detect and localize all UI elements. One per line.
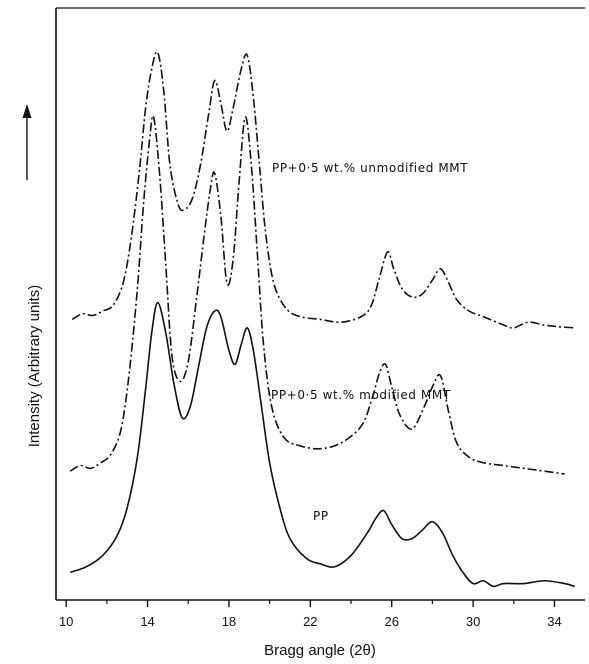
- series-line-unmodified-mmt: [71, 50, 575, 329]
- x-tick-label: 34: [547, 614, 561, 629]
- x-tick-label: 26: [384, 614, 398, 629]
- y-arrow-head-icon: [22, 104, 32, 118]
- y-axis-label: Intensity (Arbitrary units): [26, 285, 43, 448]
- x-tick-label: 30: [466, 614, 480, 629]
- x-axis-label: Bragg angle (2θ): [264, 642, 376, 659]
- series-layer: [69, 50, 576, 588]
- axes-layer: [22, 7, 585, 601]
- series-line-pp: [69, 301, 576, 588]
- labels-layer: Bragg angle (2θ) Intensity (Arbitrary un…: [26, 161, 468, 659]
- series-line-modified-mmt: [69, 114, 565, 475]
- x-tick-label: 18: [222, 614, 236, 629]
- x-tick-label: 14: [140, 614, 154, 629]
- x-tick-label: 10: [59, 614, 73, 629]
- annotation-unmodified: PP+0·5 wt.% unmodified MMT: [272, 161, 468, 175]
- annotation-pp: PP: [313, 509, 329, 523]
- x-tick-label: 22: [303, 614, 317, 629]
- annotation-modified: PP+0·5 wt.% modified MMT: [271, 388, 451, 402]
- ticks-layer: 10 14 18 22 26 30 34: [59, 600, 562, 629]
